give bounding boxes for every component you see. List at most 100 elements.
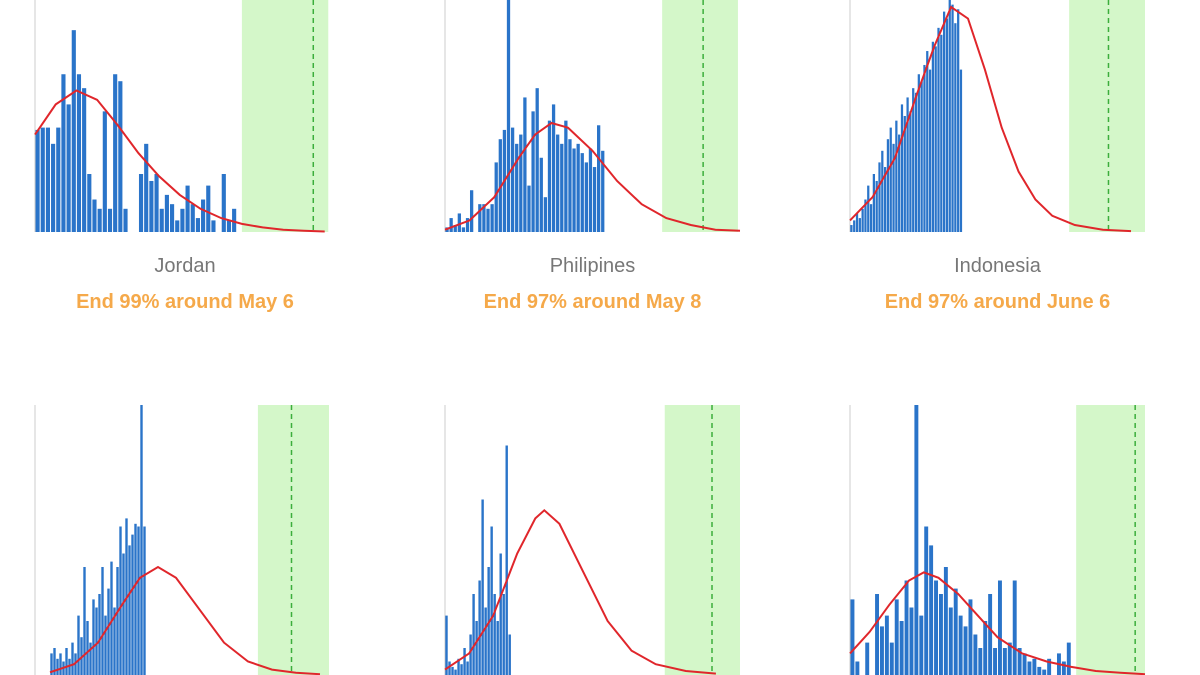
bar	[588, 148, 593, 232]
bar	[886, 139, 890, 232]
bar	[102, 111, 107, 232]
chart-title: Indonesia	[954, 255, 1042, 277]
bar	[45, 127, 50, 232]
bar	[889, 642, 894, 675]
bar	[850, 599, 855, 675]
bar	[154, 174, 159, 232]
bar	[113, 607, 116, 675]
bar	[74, 653, 77, 675]
bar	[576, 143, 580, 232]
bar	[543, 197, 548, 232]
bar	[118, 81, 123, 232]
bar	[232, 208, 237, 232]
bar	[40, 127, 45, 232]
bar	[564, 120, 568, 232]
bar	[951, 4, 954, 233]
chart-subtitle: End 99% around May 6	[76, 291, 294, 313]
bar	[937, 27, 940, 233]
bar	[461, 227, 466, 232]
bar	[601, 150, 605, 232]
bar	[77, 615, 80, 675]
bar	[957, 9, 960, 233]
bar	[1022, 653, 1027, 675]
bar	[195, 218, 200, 232]
bar	[948, 607, 953, 675]
bar	[912, 88, 915, 232]
bar	[89, 642, 92, 675]
bar	[506, 0, 511, 232]
bar	[1002, 648, 1007, 675]
bar	[59, 653, 62, 675]
bar	[185, 185, 190, 232]
bar	[869, 204, 873, 232]
bar	[539, 157, 543, 232]
bar	[51, 143, 56, 232]
bar	[872, 174, 876, 232]
bar	[164, 194, 169, 232]
bar	[903, 116, 906, 232]
chart-title: Philipines	[550, 255, 636, 277]
bar	[850, 225, 853, 232]
bar	[1037, 666, 1042, 675]
bar	[865, 642, 870, 675]
bar	[86, 621, 89, 675]
chart-subtitle: End 97% around June 6	[885, 291, 1111, 313]
bar	[80, 637, 83, 675]
bar	[920, 81, 923, 232]
bar	[170, 204, 175, 232]
bar	[568, 139, 572, 232]
bar	[466, 661, 469, 675]
bar	[110, 561, 113, 675]
bar	[879, 626, 884, 675]
bar	[959, 69, 963, 232]
bar	[484, 607, 487, 675]
bar	[95, 607, 98, 675]
bar	[221, 174, 226, 232]
forecast-band	[241, 0, 329, 232]
bar	[953, 588, 958, 675]
bar	[463, 648, 466, 675]
bar	[144, 143, 149, 232]
bar	[502, 594, 505, 675]
bar	[938, 594, 943, 675]
bar	[481, 499, 484, 675]
bar	[469, 190, 474, 232]
bar	[894, 599, 899, 675]
fit-curve	[849, 571, 1146, 675]
bar	[527, 185, 531, 232]
bar	[92, 199, 97, 232]
bar	[889, 127, 892, 232]
bar	[445, 615, 448, 675]
bar	[472, 594, 475, 675]
bar	[454, 669, 457, 675]
bar	[460, 664, 463, 675]
bar	[475, 621, 478, 675]
forecast-band	[1076, 405, 1145, 675]
bar	[584, 162, 588, 232]
bar	[76, 74, 82, 233]
chart-title: Jordan	[154, 255, 215, 277]
bar	[159, 208, 164, 232]
bar	[535, 88, 539, 232]
bar	[56, 127, 61, 232]
bar	[482, 204, 486, 232]
bar	[904, 580, 909, 675]
bar	[929, 545, 934, 675]
bar	[878, 162, 881, 232]
bar	[137, 526, 140, 675]
bar	[923, 64, 926, 233]
bar	[1027, 661, 1032, 675]
bar	[881, 150, 884, 232]
bar	[97, 208, 102, 232]
bar	[864, 199, 867, 232]
bar	[138, 174, 144, 232]
bar	[900, 104, 904, 232]
forecast-band	[662, 0, 738, 232]
bar	[499, 553, 502, 675]
bar	[56, 658, 59, 675]
bar	[519, 134, 523, 232]
bar	[1042, 669, 1047, 675]
forecast-band	[1069, 0, 1145, 232]
bar	[107, 208, 113, 232]
